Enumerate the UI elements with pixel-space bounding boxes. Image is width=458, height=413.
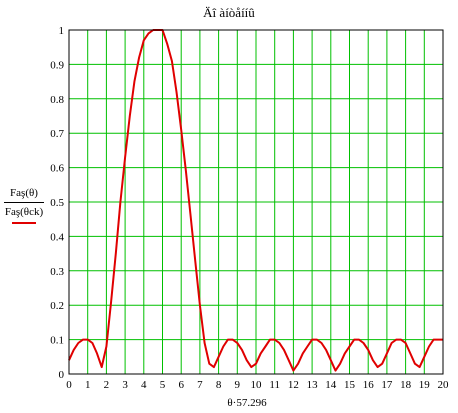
x-tick-label: 14 <box>325 379 337 391</box>
series-line <box>68 29 443 372</box>
tick-labels: 0 1 2 3 4 5 6 7 8 9 10 11 12 13 14 15 16 17 18 19 2000.10.20… <box>50 25 449 391</box>
y-tick-label: 0.9 <box>50 59 64 71</box>
x-tick-label: 19 <box>419 379 431 391</box>
x-tick-label: 6 <box>178 379 184 391</box>
y-tick-label: 0.5 <box>50 197 64 209</box>
x-tick-label: 7 <box>197 379 203 391</box>
x-tick-label: 4 <box>141 379 147 391</box>
x-tick-label: 20 <box>438 379 450 391</box>
y-axis-label-denominator: Faş(θck) <box>4 206 44 218</box>
x-tick-label: 11 <box>269 379 280 391</box>
y-tick-label: 0.2 <box>50 300 64 312</box>
x-tick-label: 17 <box>381 379 393 391</box>
x-tick-label: 18 <box>400 379 412 391</box>
x-tick-label: 3 <box>122 379 128 391</box>
x-axis-label: θ·57.296 <box>227 397 267 409</box>
x-tick-label: 0 <box>66 379 72 391</box>
chart-title: Äî àíòåííû <box>203 5 255 20</box>
fraction-bar <box>4 202 44 203</box>
x-tick-label: 9 <box>235 379 241 391</box>
y-tick-label: 0.7 <box>50 128 64 140</box>
y-tick-label: 0 <box>59 369 65 381</box>
series-layer <box>68 29 443 372</box>
x-tick-label: 16 <box>363 379 375 391</box>
y-tick-label: 1 <box>59 25 65 37</box>
x-tick-label: 5 <box>160 379 166 391</box>
y-tick-label: 0.1 <box>50 335 64 347</box>
x-tick-label: 2 <box>104 379 110 391</box>
x-tick-label: 1 <box>85 379 91 391</box>
plot-frame <box>68 29 444 375</box>
x-tick-label: 13 <box>307 379 319 391</box>
y-tick-label: 0.3 <box>50 266 64 278</box>
x-tick-label: 8 <box>216 379 222 391</box>
grid <box>68 29 444 375</box>
x-tick-label: 15 <box>344 379 356 391</box>
y-tick-label: 0.6 <box>50 163 64 175</box>
series-color-swatch <box>12 222 36 224</box>
y-tick-label: 0.4 <box>50 231 64 243</box>
y-axis-label: Faş(θ) Faş(θck) <box>4 186 44 224</box>
x-tick-label: 10 <box>251 379 263 391</box>
x-tick-label: 12 <box>288 379 299 391</box>
y-tick-label: 0.8 <box>50 94 64 106</box>
y-axis-label-numerator: Faş(θ) <box>10 187 38 199</box>
